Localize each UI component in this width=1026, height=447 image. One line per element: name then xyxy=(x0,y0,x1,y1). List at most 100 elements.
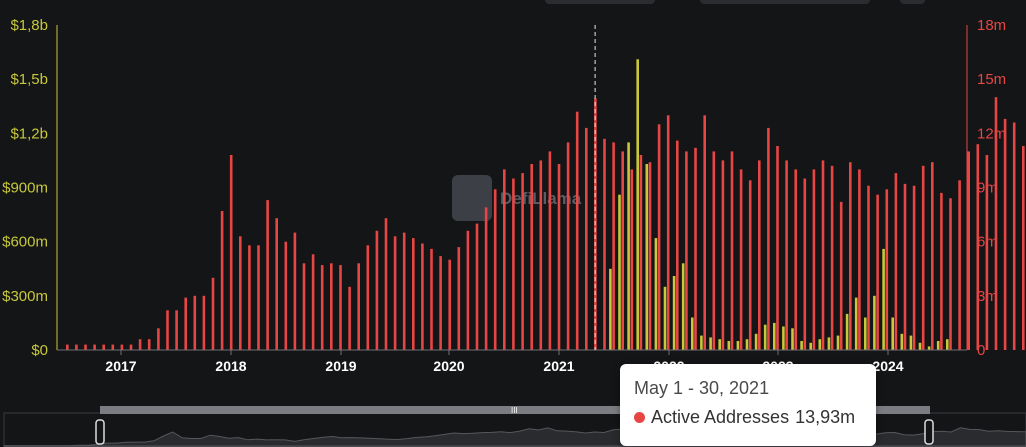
tvl-bar xyxy=(709,337,712,350)
tvl-bar xyxy=(827,337,831,350)
slider-range-bar[interactable] xyxy=(100,406,930,414)
tvl-bar xyxy=(627,142,630,350)
x-axis-tick-label: 2020 xyxy=(433,358,464,374)
active-addresses-bar xyxy=(712,151,716,350)
active-addresses-bar xyxy=(1012,122,1016,350)
tvl-bar xyxy=(672,276,676,350)
tvl-bar xyxy=(691,317,694,350)
active-addresses-bar xyxy=(849,162,852,350)
active-addresses-bar xyxy=(311,254,315,350)
tvl-bar xyxy=(854,297,858,350)
active-addresses-bar xyxy=(575,111,579,350)
tvl-bar xyxy=(818,339,822,350)
slider-drag-handle-icon[interactable]: III xyxy=(511,406,518,415)
tvl-bar xyxy=(946,339,949,350)
active-addresses-bar xyxy=(894,173,898,350)
active-addresses-bar xyxy=(1003,118,1007,351)
active-addresses-bar xyxy=(393,236,397,350)
active-addresses-bar xyxy=(876,194,879,350)
active-addresses-bar xyxy=(721,160,725,350)
active-addresses-bar xyxy=(412,238,415,350)
active-addresses-bar xyxy=(157,328,160,350)
active-addresses-bar xyxy=(430,248,433,350)
active-addresses-bar xyxy=(521,173,524,350)
left-axis-tick-label: $900m xyxy=(2,180,48,197)
active-addresses-bar xyxy=(585,127,588,351)
active-addresses-bar xyxy=(102,344,105,350)
tvl-bar xyxy=(609,268,612,351)
active-addresses-bar xyxy=(694,147,697,350)
active-addresses-bar xyxy=(330,263,333,350)
tvl-bar xyxy=(845,313,849,350)
top-toolbar-button-left[interactable] xyxy=(545,0,655,4)
active-addresses-bar xyxy=(320,265,324,350)
active-addresses-bar xyxy=(166,310,169,350)
active-addresses-bar xyxy=(548,151,552,350)
tvl-bar xyxy=(800,341,803,350)
tooltip-title: May 1 - 30, 2021 xyxy=(634,378,770,398)
tvl-bar xyxy=(891,317,894,350)
active-addresses-bar xyxy=(93,344,96,350)
active-addresses-bar xyxy=(730,151,734,350)
active-addresses-bar xyxy=(184,297,187,350)
active-addresses-bar xyxy=(603,138,606,350)
tvl-bar xyxy=(809,342,812,350)
right-axis-tick-label: 18m xyxy=(977,17,1006,34)
x-axis-tick-label: 2017 xyxy=(105,358,136,374)
tvl-bar xyxy=(645,164,649,350)
active-addresses-bar xyxy=(284,241,288,350)
active-addresses-bar xyxy=(703,115,706,350)
active-addresses-bar xyxy=(147,339,151,350)
active-addresses-bar xyxy=(357,263,360,350)
active-addresses-bar xyxy=(739,169,743,350)
active-addresses-bar xyxy=(257,245,260,350)
tvl-bar xyxy=(836,335,840,350)
tvl-bar xyxy=(873,295,876,350)
active-addresses-bar xyxy=(967,151,970,350)
slider-left-handle[interactable] xyxy=(95,419,105,445)
active-addresses-bar xyxy=(466,230,470,350)
active-addresses-bar xyxy=(457,247,461,350)
left-axis: $0 $300m $600m $900m $1,2b $1,5b $1,8b xyxy=(2,17,58,359)
active-addresses-bar xyxy=(903,183,907,350)
active-addresses-bar xyxy=(484,207,488,350)
tooltip-row: Active Addresses 13,93m xyxy=(634,407,876,428)
active-addresses-bar xyxy=(266,200,269,350)
active-addresses-bar xyxy=(375,230,379,350)
left-axis-tick-label: $0 xyxy=(31,342,48,359)
active-addresses-bar xyxy=(921,165,925,350)
active-addresses-bar xyxy=(493,189,497,350)
active-addresses-bar xyxy=(475,223,479,350)
top-toolbar-button-mid[interactable] xyxy=(700,0,870,4)
tvl-bar xyxy=(763,324,767,350)
active-addresses-bar xyxy=(439,256,442,350)
active-addresses-bar xyxy=(348,286,351,350)
tvl-bar xyxy=(636,59,639,351)
active-addresses-bar xyxy=(202,295,206,350)
watermark: DefiLlama xyxy=(452,175,582,221)
active-addresses-bar xyxy=(630,169,634,350)
active-addresses-bar xyxy=(666,115,670,350)
tvl-bar xyxy=(727,341,731,350)
active-addresses-bar xyxy=(985,155,989,350)
tvl-bar xyxy=(736,341,740,350)
right-axis-tick-label: 0 xyxy=(977,342,985,359)
active-addresses-bars xyxy=(66,97,1025,351)
x-axis-tick-label: 2021 xyxy=(543,358,574,374)
active-addresses-bar xyxy=(830,165,834,350)
slider-right-handle[interactable] xyxy=(924,419,934,445)
active-addresses-bar xyxy=(366,245,370,350)
active-addresses-bar xyxy=(821,160,825,350)
active-addresses-bar xyxy=(648,162,652,350)
top-toolbar-button-right[interactable] xyxy=(900,0,925,4)
active-addresses-bar xyxy=(239,236,242,350)
tvl-bar xyxy=(927,346,931,350)
active-addresses-bar xyxy=(421,243,424,350)
tvl-bar xyxy=(663,286,667,350)
active-addresses-bar xyxy=(384,218,388,350)
active-addresses-bar xyxy=(912,185,916,350)
tvl-bar xyxy=(782,326,785,350)
right-axis-tick-label: 15m xyxy=(977,71,1006,88)
active-addresses-bar xyxy=(138,339,142,350)
active-addresses-bar xyxy=(976,144,980,350)
